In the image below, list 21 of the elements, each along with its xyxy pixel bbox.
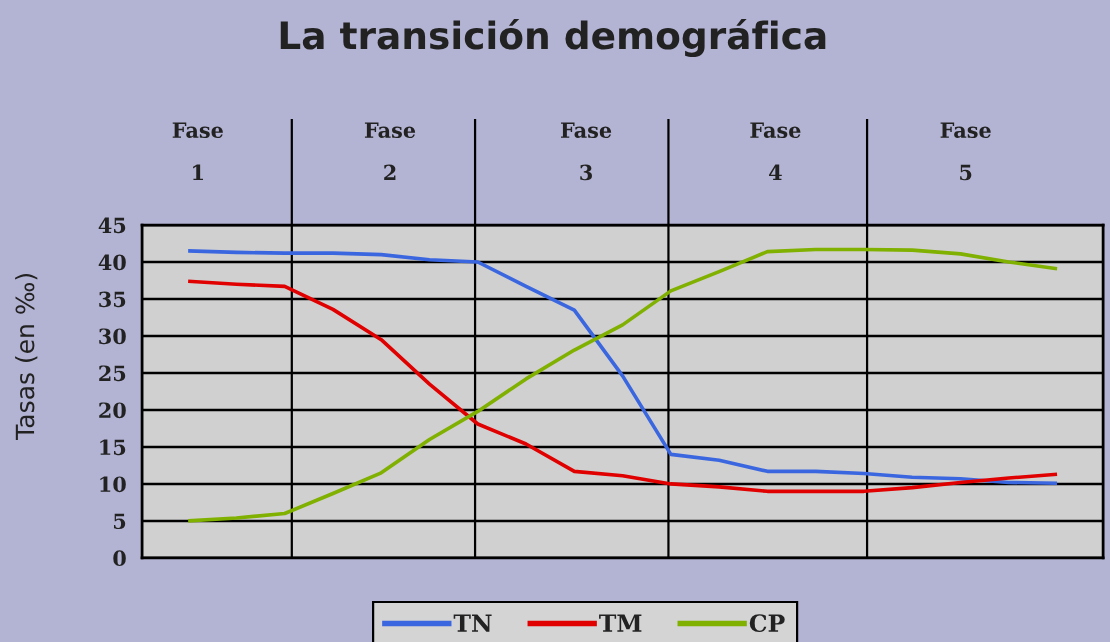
y-tick-label: 10	[100, 476, 126, 493]
text: Fase 5	[940, 122, 991, 181]
legend-label: TM	[599, 614, 642, 632]
text: Fase 1	[172, 122, 223, 181]
legend-label: CP	[749, 614, 785, 633]
y-tick-label: 45	[98, 217, 126, 234]
y-tick-label: 5	[114, 513, 126, 530]
y-tick-label: 40	[98, 254, 126, 271]
y-tick-label: 20	[99, 402, 126, 419]
y-axis-title: Tasas (en ‰)	[15, 273, 38, 440]
text: Fase 3	[560, 122, 612, 181]
text: Fase 2	[364, 122, 416, 181]
y-tick-label: 30	[99, 328, 126, 345]
y-tick-label: 35	[99, 291, 126, 308]
y-tick-label: 15	[100, 439, 126, 456]
text: Fase 4	[750, 122, 801, 181]
legend-label: TN	[453, 614, 492, 632]
line-series	[186, 279, 1059, 494]
chart-title: La transición demográfica	[280, 18, 826, 58]
y-tick-label: 0	[113, 550, 126, 567]
y-tick-label: 25	[99, 365, 126, 382]
